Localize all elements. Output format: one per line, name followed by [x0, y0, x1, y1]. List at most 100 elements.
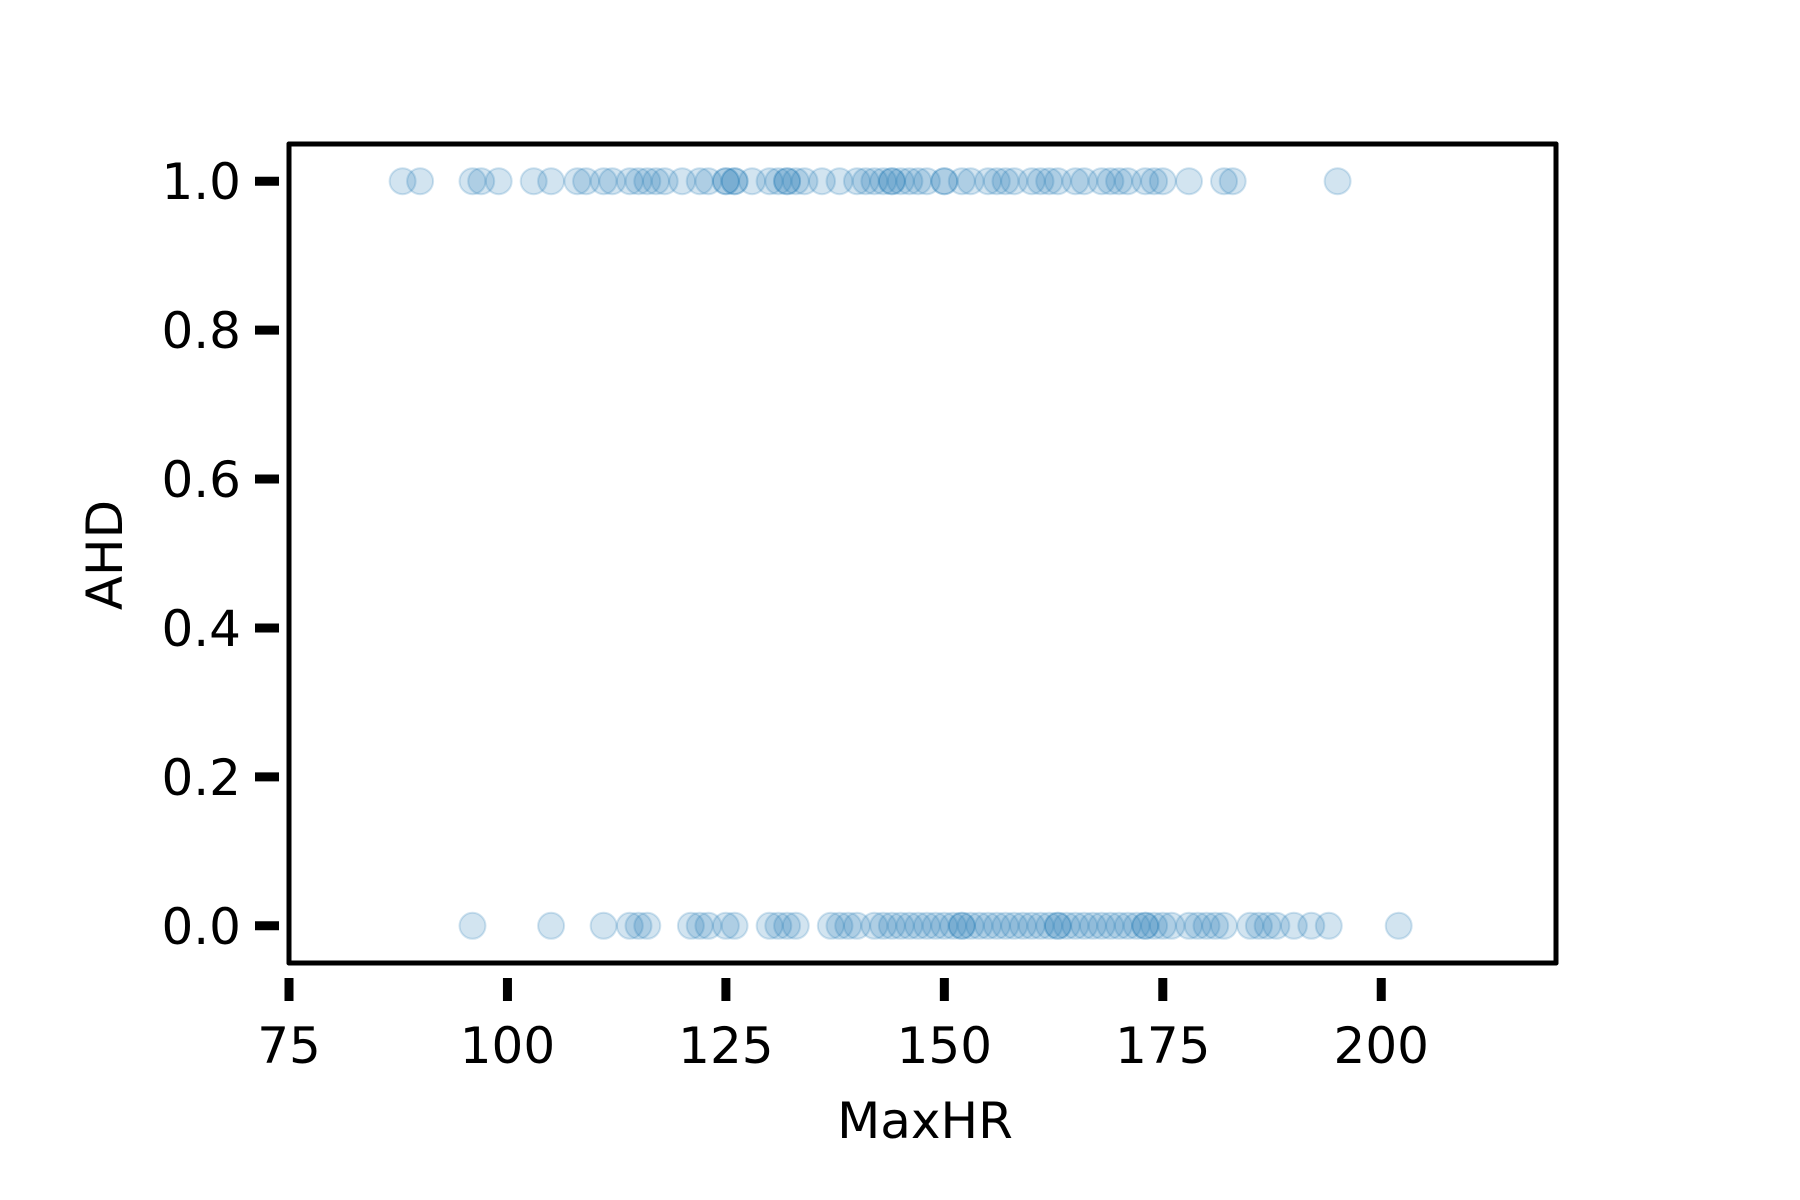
scatter-point: [1192, 911, 1221, 940]
scatter-point: [895, 911, 924, 940]
scatter-point: [633, 911, 662, 940]
scatter-point: [615, 167, 644, 196]
scatter-point: [947, 911, 976, 940]
scatter-point: [694, 911, 723, 940]
scatter-point: [869, 167, 898, 196]
y-tick-label: 0.8: [161, 302, 241, 360]
scatter-point: [1314, 911, 1343, 940]
scatter-point: [685, 911, 714, 940]
scatter-point: [773, 911, 802, 940]
scatter-point: [1000, 167, 1029, 196]
scatter-point: [589, 167, 618, 196]
scatter-point: [974, 167, 1002, 196]
scatter-point: [1262, 911, 1291, 940]
scatter-point: [563, 167, 592, 196]
scatter-point: [406, 167, 435, 196]
scatter-point: [458, 167, 487, 196]
scatter-point: [572, 167, 601, 196]
scatter-point: [694, 167, 723, 196]
scatter-point: [790, 167, 819, 196]
x-tick-label: 75: [257, 1017, 321, 1075]
scatter-point: [624, 167, 653, 196]
x-tick-label: 200: [1334, 1017, 1429, 1075]
x-tick-label: 125: [678, 1017, 773, 1075]
scatter-point: [1183, 911, 1212, 940]
scatter-point: [912, 167, 941, 196]
scatter-point: [1087, 911, 1116, 940]
scatter-point: [711, 167, 740, 196]
y-axis-ticks: 0.0 0.2 0.4 0.6 0.8 1.0: [161, 153, 279, 956]
scatter-point: [1061, 167, 1090, 196]
scatter-point: [1043, 911, 1072, 940]
scatter-point: [738, 167, 767, 196]
scatter-point: [825, 911, 854, 940]
scatter-point: [1210, 167, 1238, 196]
scatter-point: [930, 167, 959, 196]
scatter-point: [1175, 911, 1203, 940]
scatter-point: [519, 167, 548, 196]
x-axis-label: MaxHR: [837, 1092, 1013, 1150]
scatter-point: [904, 911, 933, 940]
scatter-point: [939, 911, 968, 940]
scatter-point: [1026, 911, 1055, 940]
scatter-point: [1070, 167, 1099, 196]
scatter-point: [1236, 911, 1265, 940]
scatter-point: [1140, 167, 1169, 196]
scatter-point: [1384, 911, 1413, 940]
scatter-point: [685, 167, 714, 196]
scatter-point: [877, 167, 906, 196]
scatter-point: [720, 167, 749, 196]
scatter-point: [537, 911, 566, 940]
x-tick-label: 100: [460, 1017, 555, 1075]
scatter-point: [668, 167, 697, 196]
data-points: [388, 167, 1413, 940]
scatter-point: [1201, 911, 1230, 940]
scatter-point: [711, 167, 740, 196]
scatter-point: [484, 167, 513, 196]
scatter-point: [458, 911, 487, 940]
scatter-point: [816, 911, 845, 940]
scatter-point: [886, 911, 915, 940]
scatter-point: [1061, 911, 1090, 940]
scatter-point: [1096, 167, 1125, 196]
y-axis-label: AHD: [76, 500, 134, 610]
scatter-point: [860, 167, 889, 196]
scatter-point: [1035, 911, 1064, 940]
scatter-point: [720, 167, 749, 196]
scatter-point: [1105, 911, 1134, 940]
scatter-point: [1253, 911, 1282, 940]
scatter-point: [877, 167, 906, 196]
x-tick-label: 175: [1115, 1017, 1210, 1075]
scatter-point: [947, 911, 976, 940]
scatter-point: [1148, 911, 1177, 940]
scatter-point: [1043, 167, 1072, 196]
scatter-point: [755, 911, 784, 940]
scatter-point: [965, 911, 994, 940]
scatter-point: [956, 911, 985, 940]
scatter-point: [851, 167, 880, 196]
scatter-point: [974, 911, 1002, 940]
scatter-point: [764, 911, 793, 940]
scatter-point: [1043, 911, 1072, 940]
scatter-point: [537, 167, 566, 196]
scatter-point: [1113, 911, 1142, 940]
scatter-point: [947, 167, 976, 196]
scatter-point: [869, 911, 898, 940]
scatter-point: [1105, 167, 1134, 196]
scatter-point: [676, 911, 705, 940]
y-tick-label: 0.2: [161, 749, 241, 807]
x-axis-ticks: 75 100 125 150 175 200: [257, 978, 1429, 1075]
y-tick-label: 0.4: [161, 600, 241, 658]
scatter-point: [921, 911, 950, 940]
scatter-point: [1017, 911, 1046, 940]
scatter-point: [860, 911, 889, 940]
scatter-point: [764, 167, 793, 196]
scatter-point: [886, 167, 915, 196]
scatter-point: [642, 167, 670, 196]
scatter-point: [1323, 167, 1352, 196]
scatter-point: [1017, 167, 1046, 196]
scatter-point: [895, 167, 924, 196]
x-tick-label: 150: [897, 1017, 992, 1075]
